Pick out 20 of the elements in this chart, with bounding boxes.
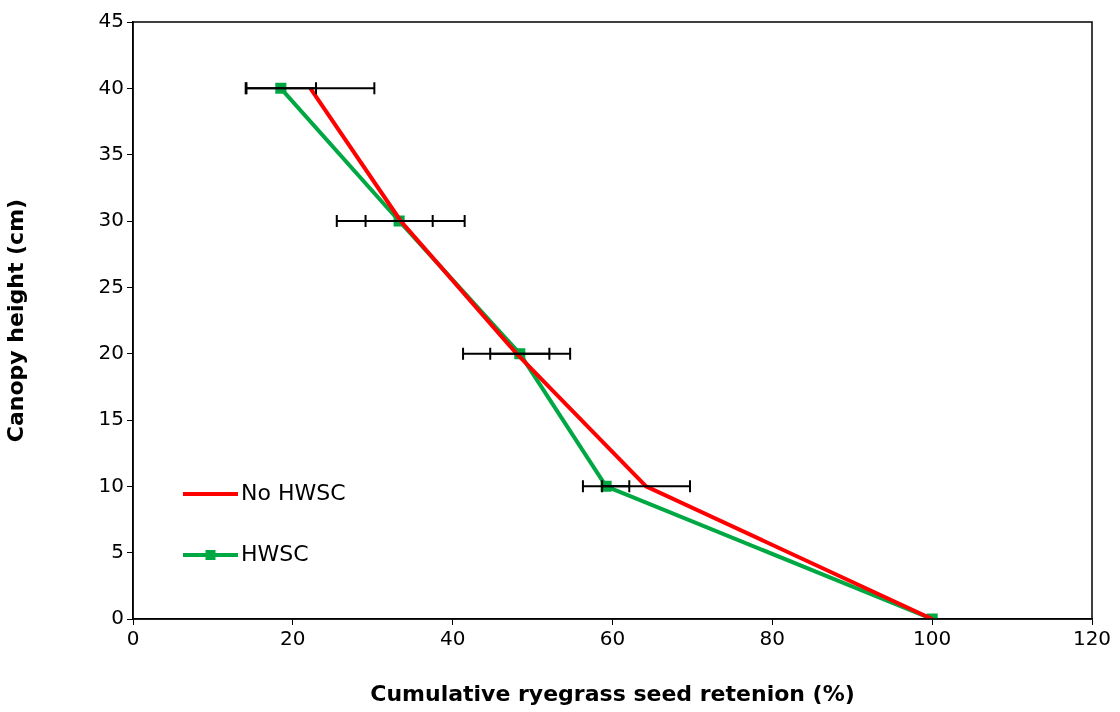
- y-tick-label: 5: [111, 538, 124, 563]
- legend-label: No HWSC: [241, 479, 346, 505]
- x-tick-label: 100: [913, 626, 952, 651]
- y-tick-label: 0: [111, 605, 124, 630]
- x-tick-label: 60: [599, 626, 626, 651]
- y-tick-label: 30: [98, 207, 124, 232]
- x-tick-label: 40: [439, 626, 466, 651]
- y-axis-title: Canopy height (cm): [2, 198, 28, 443]
- x-axis-title: Cumulative ryegrass seed retenion (%): [370, 680, 855, 706]
- y-tick-label: 15: [98, 406, 124, 431]
- x-tick-label: 20: [280, 626, 306, 651]
- y-tick-label: 10: [98, 472, 124, 497]
- y-tick-label: 45: [98, 8, 124, 33]
- y-tick-label: 35: [98, 140, 124, 165]
- x-tick-label: 80: [759, 626, 786, 651]
- y-tick-label: 40: [98, 74, 124, 99]
- y-tick-label: 20: [98, 339, 124, 364]
- x-tick-label: 120: [1072, 626, 1112, 651]
- y-tick-label: 25: [98, 273, 124, 298]
- legend-label: HWSC: [241, 540, 309, 566]
